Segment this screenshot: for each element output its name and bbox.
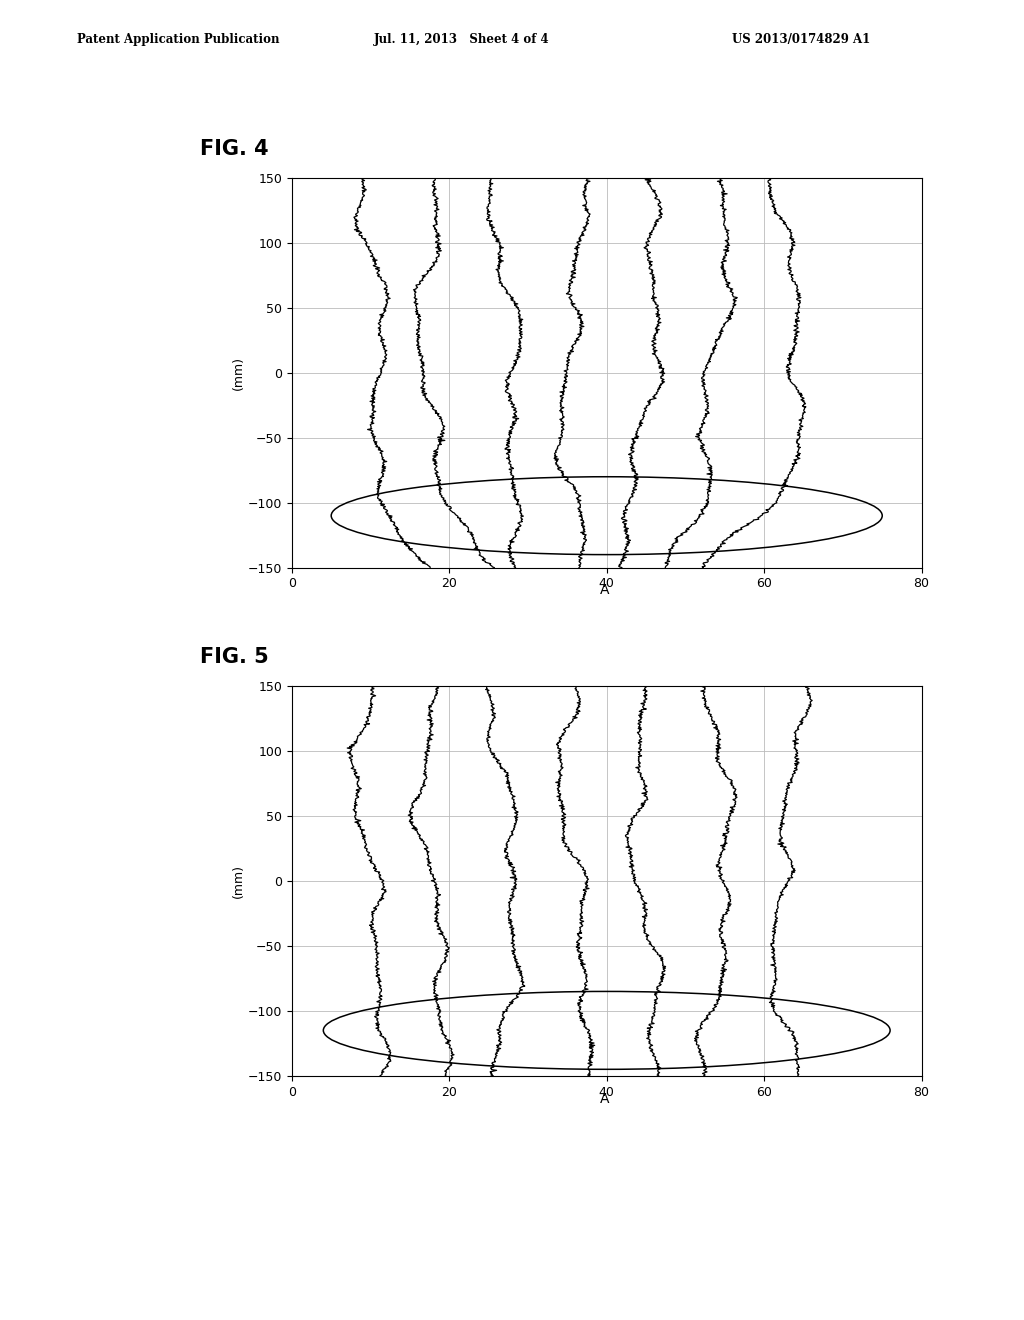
Text: Patent Application Publication: Patent Application Publication [77, 33, 280, 46]
Text: FIG. 5: FIG. 5 [200, 647, 268, 667]
Text: A: A [599, 583, 609, 598]
Y-axis label: (mm): (mm) [232, 356, 245, 389]
Text: Jul. 11, 2013   Sheet 4 of 4: Jul. 11, 2013 Sheet 4 of 4 [374, 33, 550, 46]
Text: A: A [599, 1092, 609, 1106]
Text: US 2013/0174829 A1: US 2013/0174829 A1 [732, 33, 870, 46]
Y-axis label: (mm): (mm) [232, 865, 245, 898]
Text: FIG. 4: FIG. 4 [200, 139, 268, 158]
